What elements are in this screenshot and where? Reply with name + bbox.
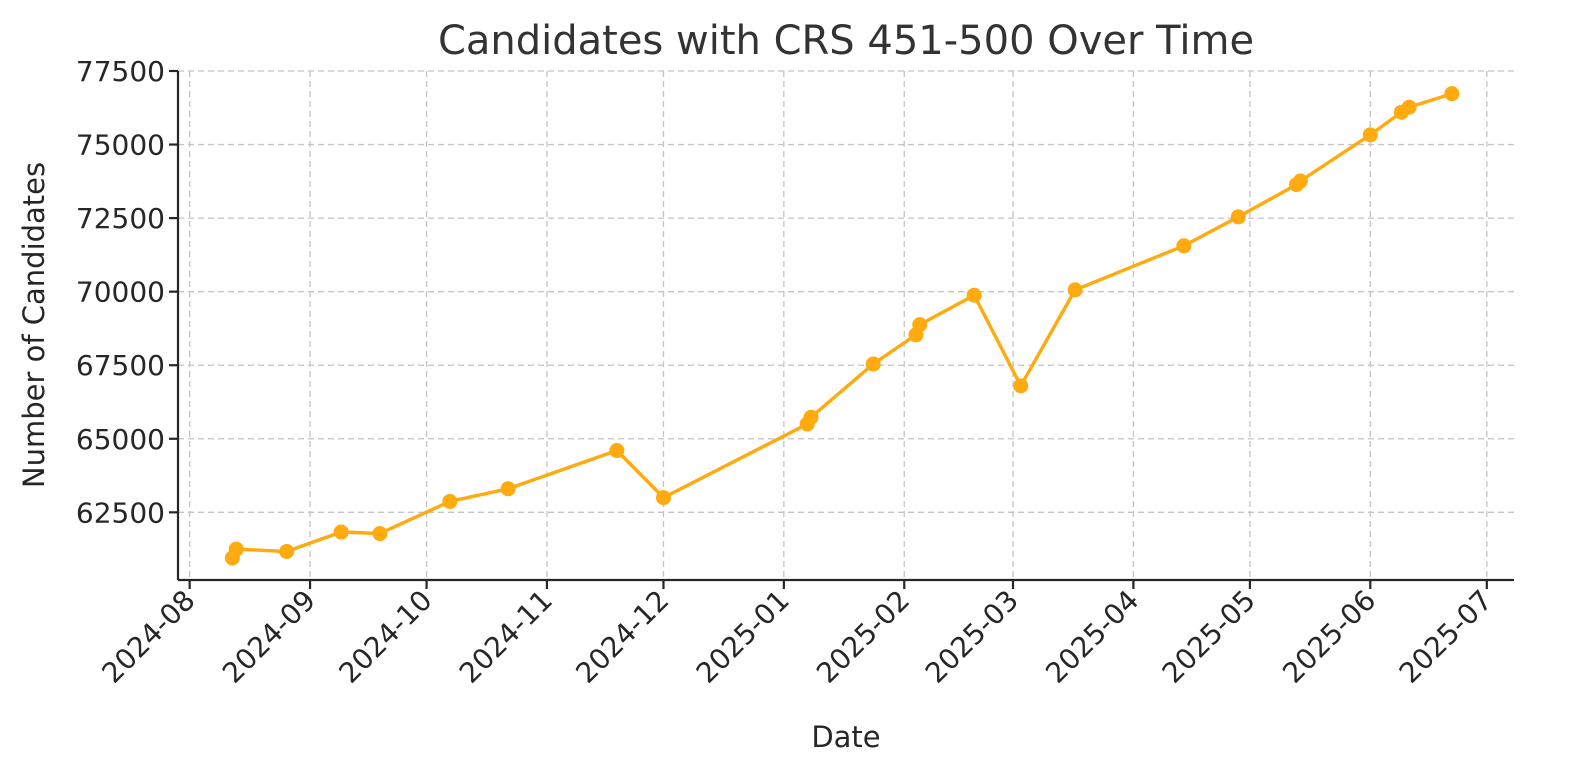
data-point [865,356,881,372]
data-point [1176,238,1192,254]
y-tick-label: 75000 [76,129,165,162]
data-point [912,317,928,333]
x-tick-label: 2025-05 [1156,584,1262,690]
chart-title: Candidates with CRS 451-500 Over Time [438,18,1254,64]
data-point [1230,209,1246,225]
y-tick-label: 67500 [76,349,165,382]
axes [176,71,1514,582]
data-point [1013,378,1029,394]
data-point [372,526,388,542]
data-point [966,287,982,303]
x-tick-label: 2024-08 [96,584,202,690]
y-tick-label: 77500 [76,55,165,88]
data-point [279,543,295,559]
data-point [442,493,458,509]
y-axis-ticks: 62500 65000 67500 70000 72500 75000 77500 [76,55,178,529]
x-tick-label: 2025-03 [919,584,1025,690]
data-point [1401,99,1417,115]
data-point [655,490,671,506]
x-tick-label: 2025-01 [690,584,796,690]
data-point [1292,173,1308,189]
y-tick-label: 72500 [76,202,165,235]
data-point [228,541,244,557]
y-axis-label: Number of Candidates [17,162,51,488]
x-axis-ticks: 2024-08 2024-09 2024-10 2024-11 2024-12 2025-… [96,580,1499,690]
y-tick-label: 70000 [76,276,165,309]
series-line [230,92,1453,559]
x-tick-label: 2025-02 [810,584,916,690]
series-layer [224,86,1460,566]
y-tick-label: 62500 [76,496,165,529]
data-point [1067,282,1083,298]
x-tick-label: 2025-06 [1276,584,1382,690]
data-point [803,409,819,425]
data-point [609,443,625,459]
data-point [1444,86,1460,102]
x-tick-label: 2024-12 [569,584,675,690]
x-axis-label: Date [811,720,880,754]
grid [178,70,1514,580]
x-tick-label: 2024-09 [216,584,322,690]
data-point [500,481,516,497]
x-tick-label: 2025-07 [1393,584,1499,690]
x-tick-label: 2025-04 [1039,584,1145,690]
data-point [333,524,349,540]
x-tick-label: 2024-11 [453,584,559,690]
data-point [1362,127,1378,143]
y-tick-label: 65000 [76,423,165,456]
x-tick-label: 2024-10 [332,584,438,690]
